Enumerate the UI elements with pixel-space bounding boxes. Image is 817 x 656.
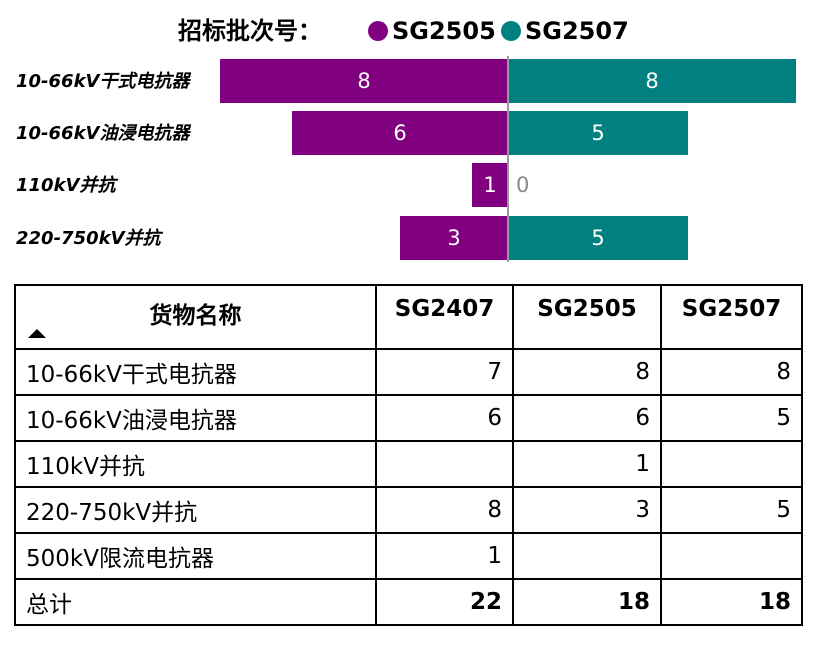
data-label-SG2505: 6 [393,121,406,145]
data-label-SG2507: 0 [516,173,529,197]
bar-SG2505 [220,59,508,103]
header-sg2407[interactable]: SG2407 [375,284,514,350]
table-total-row: 总计 22 18 18 [14,578,803,626]
table-row: 10-66kV油浸电抗器 6 6 5 [14,394,803,442]
data-label-SG2507: 8 [645,69,658,93]
table-row: 110kV并抗 1 [14,440,803,488]
cell-sg2505: 8 [512,348,662,396]
legend-title: 招标批次号： [178,17,322,45]
cell-sg2407: 8 [375,486,514,534]
cell-total-sg2507: 18 [660,578,803,626]
sort-ascending-icon[interactable] [28,329,46,338]
table-row: 220-750kV并抗 8 3 5 [14,486,803,534]
cell-sg2407: 1 [375,532,514,580]
bar-SG2505 [292,111,508,155]
cell-sg2507: 5 [660,486,803,534]
category-label: 220-750kV并抗 [16,228,164,249]
cell-total-label: 总计 [14,578,377,626]
category-label: 10-66kV油浸电抗器 [16,123,191,144]
category-label: 10-66kV干式电抗器 [16,71,191,92]
cell-sg2507: 5 [660,394,803,442]
data-label-SG2505: 8 [357,69,370,93]
cell-total-sg2505: 18 [512,578,662,626]
cell-sg2507 [660,532,803,580]
header-sg2505[interactable]: SG2505 [512,284,662,350]
bar-SG2507 [508,59,796,103]
header-sg2507[interactable]: SG2507 [660,284,803,350]
data-label-SG2505: 3 [447,226,460,250]
cell-sg2507: 8 [660,348,803,396]
cell-name: 10-66kV油浸电抗器 [14,394,377,442]
table-row: 500kV限流电抗器 1 [14,532,803,580]
cell-name: 110kV并抗 [14,440,377,488]
cell-sg2507 [660,440,803,488]
legend-label-SG2505: SG2505 [392,17,496,45]
bar-SG2507 [508,216,688,260]
cell-sg2407: 6 [375,394,514,442]
category-label: 110kV并抗 [16,175,118,196]
bar-SG2505 [400,216,508,260]
header-goods-name[interactable]: 货物名称 [14,284,377,350]
cell-name: 500kV限流电抗器 [14,532,377,580]
data-label-SG2507: 5 [591,121,604,145]
bar-SG2505 [472,163,508,207]
table-header-row: 货物名称 SG2407 SG2505 SG2507 [14,284,803,350]
cell-sg2407 [375,440,514,488]
cell-sg2505: 6 [512,394,662,442]
cell-sg2505: 3 [512,486,662,534]
cell-name: 10-66kV干式电抗器 [14,348,377,396]
cell-sg2407: 7 [375,348,514,396]
legend-swatch-SG2507 [501,21,521,41]
cell-name: 220-750kV并抗 [14,486,377,534]
data-label-SG2505: 1 [483,173,496,197]
diverging-bar-chart: 招标批次号： SG2505 SG2507 10-66kV干式电抗器 8 8 10-66kV油… [16,17,796,262]
cell-sg2505: 1 [512,440,662,488]
legend-label-SG2507: SG2507 [525,17,629,45]
goods-table: 货物名称 SG2407 SG2505 SG2507 10-66kV干式电抗器 7… [14,284,803,626]
table-row: 10-66kV干式电抗器 7 8 8 [14,348,803,396]
cell-sg2505 [512,532,662,580]
data-label-SG2507: 5 [591,226,604,250]
bar-SG2507 [508,111,688,155]
cell-total-sg2407: 22 [375,578,514,626]
legend-swatch-SG2505 [368,21,388,41]
